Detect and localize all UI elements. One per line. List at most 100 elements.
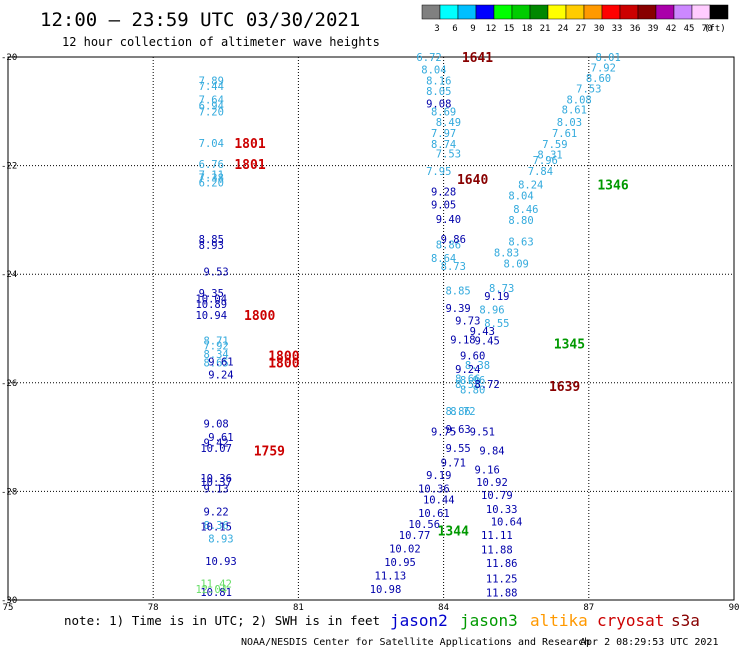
wave-height-label: 8.69 xyxy=(431,106,456,118)
wave-height-label: 8.38 xyxy=(465,360,490,372)
pass-time-label: 1800 xyxy=(268,357,299,372)
wave-height-label: 6.94 xyxy=(199,100,224,112)
pass-time-label: 1759 xyxy=(254,445,285,460)
pass-time-label: 1800 xyxy=(268,350,299,365)
chart-subtitle: 12 hour collection of altimeter wave hei… xyxy=(62,35,380,49)
colorbar-tick-label: 36 xyxy=(630,24,641,34)
wave-height-label: 6.20 xyxy=(199,177,224,189)
satellite-legend: jason2 jason3 altika cryosat s3a xyxy=(390,611,700,630)
pass-time-label: 1641 xyxy=(462,51,493,66)
wave-height-label: 8.80 xyxy=(508,215,533,227)
pass-time-label: 1640 xyxy=(457,173,488,188)
legend-jason3: jason3 xyxy=(460,611,518,630)
wave-height-label: 9.16 xyxy=(475,465,500,477)
colorbar-swatch xyxy=(637,4,657,20)
wave-height-label: 10.79 xyxy=(481,490,513,502)
colorbar-tick-label: 27 xyxy=(576,24,587,34)
x-tick-label: 90 xyxy=(729,603,740,613)
wave-height-label: 8.86 xyxy=(436,239,461,251)
wave-height-label: 7.04 xyxy=(199,138,224,150)
wave-height-label: 7.97 xyxy=(431,128,456,140)
wave-height-label: 7.89 xyxy=(199,75,224,87)
wave-height-label: 9.51 xyxy=(470,427,495,439)
colorbar-unit: (ft) xyxy=(704,24,726,34)
wave-height-label: 8.34 xyxy=(203,349,228,361)
wave-height-label: 8.53 xyxy=(455,379,480,391)
wave-height-label: 9.18 xyxy=(450,334,475,346)
colorbar-swatch xyxy=(619,4,639,20)
wave-height-label: 10.94 xyxy=(195,310,227,322)
wave-height-label: 10.33 xyxy=(486,504,518,516)
footer-timestamp: Apr 2 08:29:53 UTC 2021 xyxy=(580,637,718,648)
wave-height-label: 9.55 xyxy=(445,443,470,455)
colorbar-tick-label: 18 xyxy=(522,24,533,34)
colorbar-tick-label: 39 xyxy=(648,24,659,34)
wave-height-label: 9.71 xyxy=(441,458,466,470)
wave-height-label: 10.04 xyxy=(195,294,227,306)
colorbar-swatch xyxy=(691,4,711,20)
colorbar-swatch xyxy=(439,4,459,20)
pass-time-label: 1800 xyxy=(244,309,275,324)
wave-height-label: 8.73 xyxy=(441,261,466,273)
wave-height-label: 10.36 xyxy=(418,484,450,496)
wave-height-label: 9.19 xyxy=(484,291,509,303)
wave-height-label: 10.36 xyxy=(200,473,232,485)
colorbar-swatch xyxy=(421,4,441,20)
wave-height-label: 10.02 xyxy=(389,543,421,555)
wave-height-label: 10.93 xyxy=(205,556,237,568)
wave-height-label: 10.98 xyxy=(370,584,402,596)
colorbar-swatch xyxy=(529,4,549,20)
wave-height-label: 10.15 xyxy=(200,522,232,534)
wave-height-label: 7.59 xyxy=(542,139,567,151)
wave-height-label: 10.89 xyxy=(195,299,227,311)
wave-height-label: 9.86 xyxy=(441,234,466,246)
wave-height-label: 8.09 xyxy=(504,258,529,270)
x-tick-label: 87 xyxy=(583,603,594,613)
wave-height-label: 8.61 xyxy=(562,105,587,117)
wave-height-label: 12.04 xyxy=(195,584,227,596)
wave-height-label: 8.04 xyxy=(421,64,446,76)
wave-height-label: 9.28 xyxy=(431,187,456,199)
wave-height-label: 8.36 xyxy=(203,520,228,532)
pass-time-label: 1801 xyxy=(234,137,265,152)
wave-height-label: 9.45 xyxy=(475,335,500,347)
colorbar-tick-label: 70 xyxy=(702,24,713,34)
footer-note: note: 1) Time is in UTC; 2) SWH is in fe… xyxy=(64,613,380,628)
colorbar-swatch xyxy=(475,4,495,20)
wave-height-label: 8.96 xyxy=(479,304,504,316)
wave-height-label: 8.66 xyxy=(455,373,480,385)
wave-height-label: 7.92 xyxy=(203,340,228,352)
wave-height-label: 8.85 xyxy=(445,285,470,297)
colorbar-tick-label: 24 xyxy=(558,24,569,34)
wave-height-label: 10.64 xyxy=(491,516,523,528)
colorbar-tick-label: 21 xyxy=(540,24,551,34)
pass-time-label: 1346 xyxy=(597,179,628,194)
wave-height-label: 10.92 xyxy=(476,477,508,489)
wave-height-label: 7.84 xyxy=(528,166,553,178)
colorbar-swatch xyxy=(601,4,621,20)
wave-height-label: 8.93 xyxy=(208,534,233,546)
colorbar-tick-label: 6 xyxy=(452,24,457,34)
colorbar-tick-label: 33 xyxy=(612,24,623,34)
wave-height-label: 8.24 xyxy=(518,180,543,192)
pass-time-label: 1345 xyxy=(554,338,585,353)
wave-height-label: 9.61 xyxy=(208,357,233,369)
wave-height-label: 8.65 xyxy=(203,358,228,370)
wave-height-label: 8.16 xyxy=(426,75,451,87)
x-tick-label: 81 xyxy=(293,603,304,613)
wave-height-label: 10.95 xyxy=(384,557,416,569)
wave-height-label: 10.81 xyxy=(200,587,232,599)
wave-height-label: 9.61 xyxy=(208,432,233,444)
pass-time-label: 1801 xyxy=(234,158,265,173)
wave-height-label: 10.37 xyxy=(200,477,232,489)
wave-height-label: 7.96 xyxy=(533,155,558,167)
x-tick-label: 75 xyxy=(3,603,14,613)
wave-height-label: 9.35 xyxy=(199,288,224,300)
wave-height-label: 10.77 xyxy=(399,530,431,542)
wave-height-label: 8.71 xyxy=(203,335,228,347)
y-tick-label: -24 xyxy=(1,270,17,280)
y-tick-label: -30 xyxy=(1,596,17,606)
wave-height-label: 8.03 xyxy=(557,117,582,129)
